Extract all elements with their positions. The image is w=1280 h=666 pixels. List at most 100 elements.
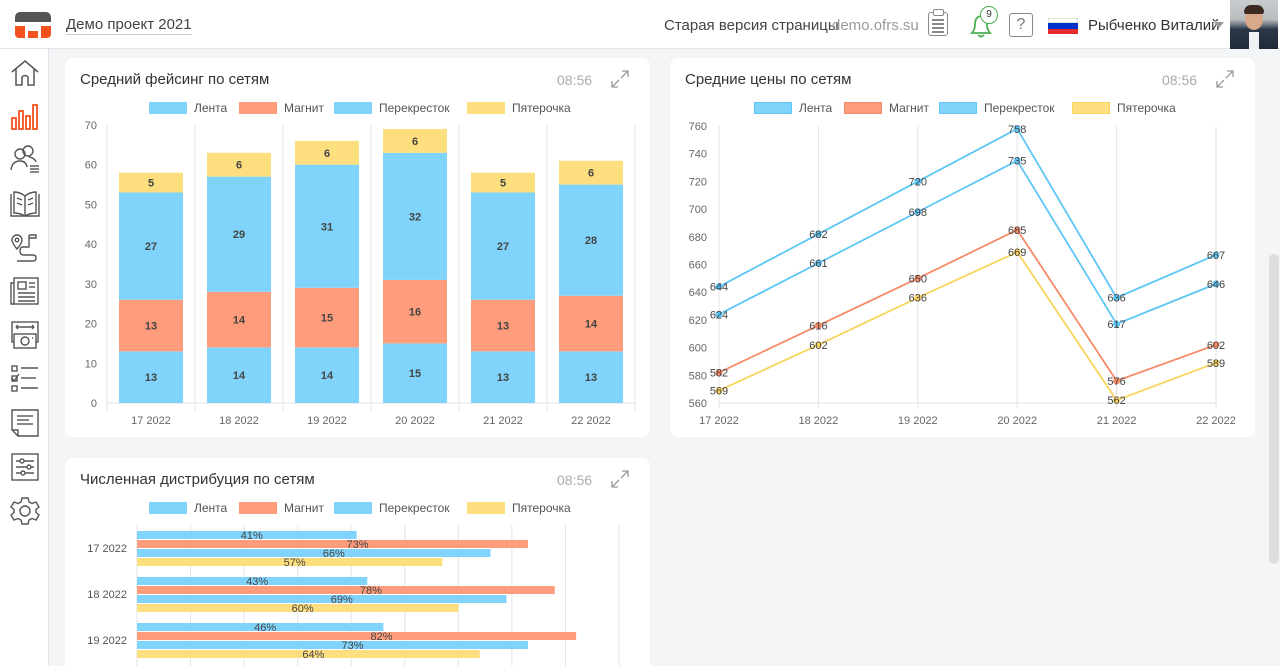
legend-label: Магнит <box>889 101 930 115</box>
y-tick-label: 10 <box>85 358 97 370</box>
card-title: Средний фейсинг по сетям <box>80 71 270 88</box>
sidebar-item-catalog[interactable] <box>9 188 41 220</box>
data-label: 32 <box>409 211 421 223</box>
data-point <box>914 294 922 302</box>
bar-segment <box>559 295 623 352</box>
y-tick-label: 40 <box>85 239 97 251</box>
expand-icon[interactable] <box>1214 68 1236 90</box>
y-tick-label: 680 <box>689 232 707 244</box>
legend-label: Магнит <box>284 501 325 515</box>
legend-label: Пятерочка <box>512 101 571 115</box>
data-point <box>814 230 822 238</box>
data-label: 13 <box>585 372 597 384</box>
legend-swatch <box>467 102 505 114</box>
expand-icon[interactable] <box>609 68 631 90</box>
sidebar-item-news[interactable] <box>9 275 41 307</box>
series-line <box>718 159 1217 326</box>
user-menu-caret-icon[interactable] <box>1214 22 1224 28</box>
data-label: 41% <box>241 530 263 542</box>
help-button[interactable]: ? <box>1009 13 1033 37</box>
y-tick-label: 18 2022 <box>87 589 127 601</box>
bar-segment <box>383 152 447 280</box>
y-tick-label: 20 <box>85 319 97 331</box>
sidebar-item-settings[interactable] <box>9 495 41 527</box>
data-label: 602 <box>1207 340 1225 352</box>
data-point <box>814 259 822 267</box>
project-selector[interactable]: Демо проект 2021 <box>66 16 192 35</box>
home-icon <box>11 60 39 86</box>
data-label: 43% <box>246 576 268 588</box>
x-tick-label: 17 2022 <box>699 415 739 427</box>
facing-chart: 0 10 20 30 40 50 60 70 17 2022 13 13 27 5 18 2022 14 14… <box>85 120 636 427</box>
book-icon <box>10 191 40 217</box>
sidebar-item-home[interactable] <box>9 57 41 89</box>
avatar[interactable] <box>1230 0 1278 49</box>
data-label: 27 <box>145 241 157 253</box>
bar <box>137 558 443 566</box>
data-label: 31 <box>321 221 333 233</box>
page-scrollbar[interactable] <box>1269 254 1279 564</box>
legend-label: Перекресток <box>379 101 450 115</box>
y-tick-label: 60 <box>85 160 97 172</box>
language-flag-icon[interactable] <box>1048 18 1078 34</box>
data-point <box>1113 396 1121 404</box>
y-tick-label: 600 <box>689 343 707 355</box>
data-label: 636 <box>909 293 927 305</box>
data-point <box>1113 377 1121 385</box>
data-label: 46% <box>254 622 276 634</box>
bar-segment <box>207 176 271 292</box>
sidebar-item-documents[interactable] <box>9 407 41 439</box>
data-point <box>1212 251 1220 259</box>
x-tick-label: 22 2022 <box>571 415 611 427</box>
data-label: 73% <box>346 539 368 551</box>
x-tick-label: 19 2022 <box>307 415 347 427</box>
data-label: 650 <box>909 273 927 285</box>
y-tick-label: 50 <box>85 199 97 211</box>
data-point <box>1013 248 1021 256</box>
data-point <box>1013 125 1021 133</box>
y-tick-label: 70 <box>85 120 97 132</box>
bar <box>137 549 491 557</box>
bar <box>137 586 555 594</box>
data-label: 29 <box>233 229 245 241</box>
sidebar-item-users[interactable] <box>9 143 41 175</box>
card-time: 08:56 <box>557 72 593 88</box>
bar-segment <box>471 192 535 300</box>
legend-swatch <box>467 502 505 514</box>
data-label: 14 <box>233 370 246 382</box>
bar-segment <box>207 291 271 348</box>
bar <box>137 623 384 631</box>
sidebar-item-settings-filters[interactable] <box>9 451 41 483</box>
bar-segment <box>559 160 623 185</box>
legend-swatch <box>149 102 187 114</box>
photo-camera-icon <box>11 321 39 349</box>
sidebar-item-tasks[interactable] <box>9 363 41 395</box>
user-name[interactable]: Рыбченко Виталий <box>1088 17 1220 34</box>
data-label: 685 <box>1008 225 1026 237</box>
data-label: 616 <box>809 320 827 332</box>
old-version-link[interactable]: Старая версия страницы <box>664 17 839 34</box>
data-point <box>1113 320 1121 328</box>
bar-segment <box>295 287 359 348</box>
sidebar-item-photo[interactable] <box>9 319 41 351</box>
bar-segment <box>119 351 183 403</box>
data-point <box>914 208 922 216</box>
bar-segment <box>471 172 535 193</box>
bar-segment <box>383 343 447 403</box>
domain-link[interactable]: demo.ofrs.su <box>832 17 919 34</box>
card-title: Численная дистрибуция по сетям <box>80 471 315 488</box>
sidebar-item-routes[interactable] <box>9 231 41 263</box>
bar <box>137 595 507 603</box>
sliders-icon <box>11 453 39 481</box>
data-label: 667 <box>1207 250 1225 262</box>
app-logo[interactable] <box>15 12 51 38</box>
expand-icon[interactable] <box>609 468 631 490</box>
users-list-icon <box>10 145 39 173</box>
card-time: 08:56 <box>1162 72 1198 88</box>
bar-segment <box>119 172 183 193</box>
legend-label: Пятерочка <box>512 501 571 515</box>
sidebar-item-analytics[interactable] <box>9 100 41 132</box>
data-point <box>1212 341 1220 349</box>
clipboard-icon[interactable] <box>928 9 948 36</box>
bar-segment <box>559 351 623 403</box>
